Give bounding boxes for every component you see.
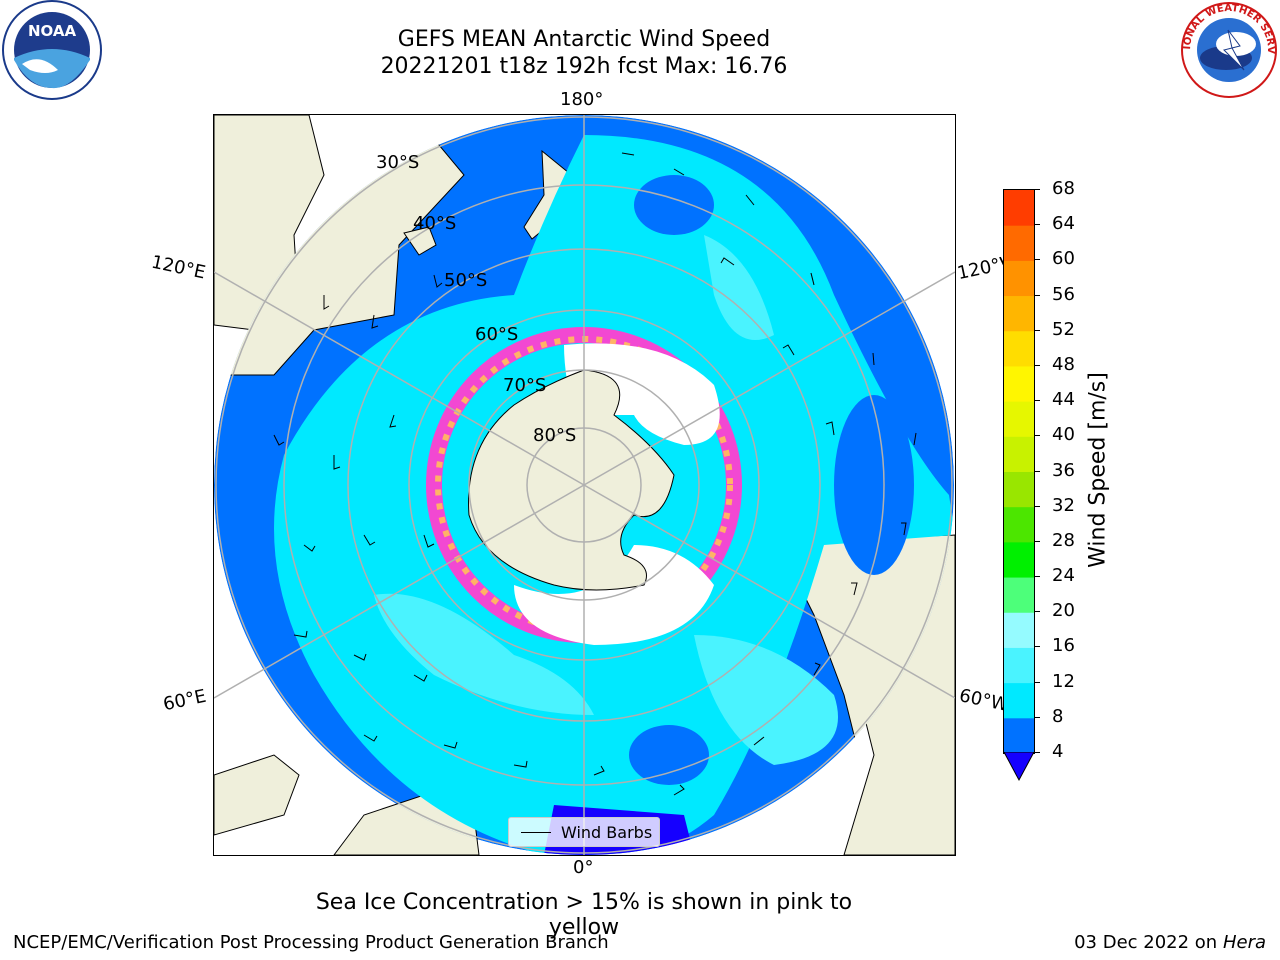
colorbar-segment xyxy=(1004,330,1034,367)
colorbar-tick-label: 4 xyxy=(1052,741,1064,762)
noaa-logo-icon: NOAA xyxy=(2,0,102,100)
colorbar-tick-label: 48 xyxy=(1052,353,1075,375)
colorbar-tick-mark xyxy=(1034,259,1040,261)
lon-label-0: 0° xyxy=(573,857,594,878)
wind-barbs xyxy=(273,152,917,796)
colorbar-segment xyxy=(1004,541,1034,578)
nws-logo-icon: NATIONAL WEATHER SERVICE xyxy=(1178,0,1277,98)
map-title: GEFS MEAN Antarctic Wind Speed xyxy=(397,27,771,52)
colorbar-segment xyxy=(1004,225,1034,261)
colorbar-segment xyxy=(1004,577,1034,613)
noaa-logo-text: NOAA xyxy=(28,22,77,40)
footer-host: Hera xyxy=(1222,932,1266,953)
colorbar-tick-label: 64 xyxy=(1052,213,1075,235)
map-panel xyxy=(213,114,956,856)
colorbar-tick-mark xyxy=(1034,576,1040,578)
lat-label-80s: 80°S xyxy=(533,425,577,446)
colorbar-tick-label: 44 xyxy=(1052,389,1075,411)
sea-ice-pack xyxy=(564,343,720,445)
colorbar-tick-label: 68 xyxy=(1052,178,1075,199)
polar-map xyxy=(214,115,955,855)
colorbar-tick-label: 56 xyxy=(1052,283,1075,305)
colorbar-tick-mark xyxy=(1034,329,1040,331)
lat-label-60s: 60°S xyxy=(475,324,519,345)
colorbar-tick-label: 20 xyxy=(1052,600,1075,622)
colorbar-tick-label: 28 xyxy=(1052,529,1075,551)
colorbar-tick-label: 12 xyxy=(1052,670,1075,692)
colorbar-tick-label: 40 xyxy=(1052,424,1075,446)
colorbar-segment xyxy=(1004,365,1034,402)
colorbar-segment xyxy=(1004,647,1034,684)
colorbar-segment xyxy=(1004,401,1034,437)
lat-label-50s: 50°S xyxy=(444,270,488,291)
antarctica-landmass xyxy=(468,369,675,591)
colorbar-tick-mark xyxy=(1034,716,1040,718)
colorbar-tick-label: 52 xyxy=(1052,318,1075,340)
lon-label-60e: 60°E xyxy=(161,685,208,716)
colorbar-segment xyxy=(1004,436,1034,472)
colorbar-tick-mark xyxy=(1034,470,1040,472)
colorbar-tick-label: 60 xyxy=(1052,248,1075,270)
footer-org: NCEP/EMC/Verification Post Processing Pr… xyxy=(13,932,609,953)
colorbar-tick-mark xyxy=(1034,189,1040,190)
colorbar-segment xyxy=(1004,295,1034,332)
colorbar-tick-mark xyxy=(1034,224,1040,226)
colorbar-tick-mark xyxy=(1034,611,1040,613)
footer-date-text: 03 Dec 2022 on xyxy=(1074,932,1218,953)
lat-label-30s: 30°S xyxy=(376,152,420,173)
lon-label-180: 180° xyxy=(560,89,604,110)
colorbar-tick-mark xyxy=(1034,435,1040,437)
footer-date: 03 Dec 2022 on Hera xyxy=(1074,932,1266,953)
colorbar-tick-mark xyxy=(1034,364,1040,366)
colorbar-segment xyxy=(1004,612,1034,648)
colorbar-tick-mark xyxy=(1034,646,1040,648)
colorbar-segment xyxy=(1004,717,1034,753)
colorbar-tick-mark xyxy=(1034,540,1040,542)
colorbar-tick-label: 16 xyxy=(1052,635,1075,657)
colorbar-tick-mark xyxy=(1034,752,1040,753)
lat-label-70s: 70°S xyxy=(503,375,547,396)
map-subtitle: 20221201 t18z 192h fcst Max: 16.76 xyxy=(380,54,788,79)
africa-landmass xyxy=(214,754,300,836)
wind-band-12-16 xyxy=(374,593,594,715)
tasmania-island xyxy=(403,226,437,256)
lat-label-40s: 40°S xyxy=(413,213,457,234)
colorbar-tick-mark xyxy=(1034,294,1040,296)
colorbar-tick-label: 24 xyxy=(1052,565,1075,587)
colorbar-tick-label: 36 xyxy=(1052,459,1075,481)
map-legend-label: Wind Barbs xyxy=(561,822,653,842)
wind-speed-colorbar xyxy=(1003,189,1035,754)
colorbar-tick-mark xyxy=(1034,681,1040,683)
colorbar-tick-label: 8 xyxy=(1052,705,1064,727)
colorbar-label: Wind Speed [m/s] xyxy=(1085,372,1111,568)
lon-label-120e: 120°E xyxy=(149,251,208,284)
colorbar-segment xyxy=(1004,682,1034,719)
colorbar-tick-label: 32 xyxy=(1052,494,1075,516)
colorbar-under-arrow xyxy=(1003,752,1035,782)
colorbar-tick-mark xyxy=(1034,505,1040,507)
sea-ice-note: Sea Ice Concentration > 15% is shown in … xyxy=(315,890,853,940)
colorbar-segment xyxy=(1004,260,1034,297)
wind-barb-legend-icon xyxy=(521,831,551,833)
colorbar-segment xyxy=(1004,506,1034,543)
map-legend: Wind Barbs xyxy=(508,817,660,847)
colorbar-segment xyxy=(1004,190,1034,226)
colorbar-segment xyxy=(1004,471,1034,508)
colorbar-tick-mark xyxy=(1034,400,1040,402)
